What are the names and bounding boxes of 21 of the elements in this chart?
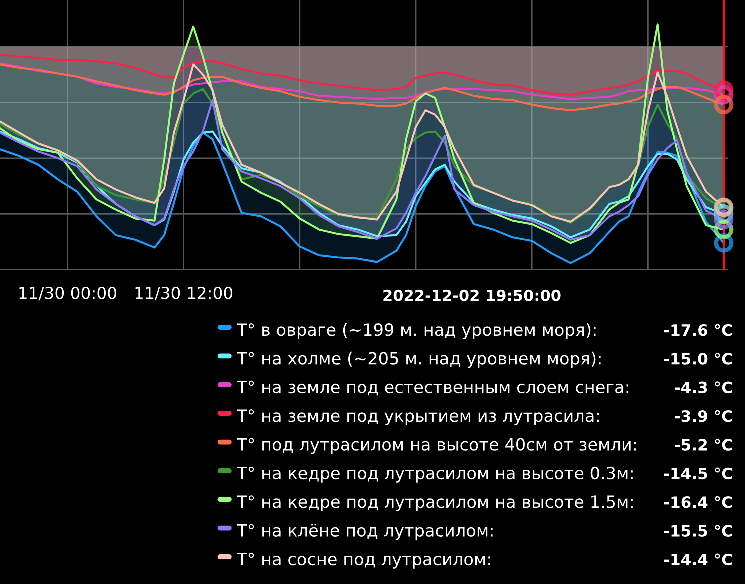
text: -14.5 °C xyxy=(664,468,732,480)
x-tick-label: 11/30 12:00 xyxy=(136,286,233,301)
text: -14.4 °C xyxy=(664,554,732,566)
legend-label: Т° на кедре под лутрасилом на высоте 0.3м: xyxy=(236,466,633,483)
text: -3.9 °C xyxy=(675,410,732,422)
text: -4.3 °C xyxy=(675,382,732,394)
legend-label: Т° на земле под естественным слоем снега: xyxy=(236,380,629,396)
legend-label: Т° на клёне под лутрасилом: xyxy=(236,524,493,540)
legend-label: Т° на холме (~205 м. над уровнем моря): xyxy=(236,352,601,368)
legend-label: Т° в овраге (~199 м. над уровнем моря): xyxy=(236,323,596,340)
text: -17.6 °C xyxy=(664,324,732,336)
legend-label: Т° на сосне под лутрасилом: xyxy=(236,552,490,569)
legend-label: Т° на земле под укрытием из лутрасила: xyxy=(236,410,599,426)
legend-title: 2022-12-02 19:50:00 xyxy=(384,290,561,302)
legend-label: Т° на кедре под лутрасилом на высоте 1.5м: xyxy=(236,496,633,512)
text: -5.2 °C xyxy=(675,439,732,451)
text: -15.5 °C xyxy=(664,525,732,537)
text: -16.4 °C xyxy=(664,496,732,508)
legend-label: Т° под лутрасилом на высоте 40см от земли: xyxy=(236,438,636,454)
x-tick-label: 11/30 00:00 xyxy=(20,286,116,301)
text: -15.0 °C xyxy=(664,353,732,365)
